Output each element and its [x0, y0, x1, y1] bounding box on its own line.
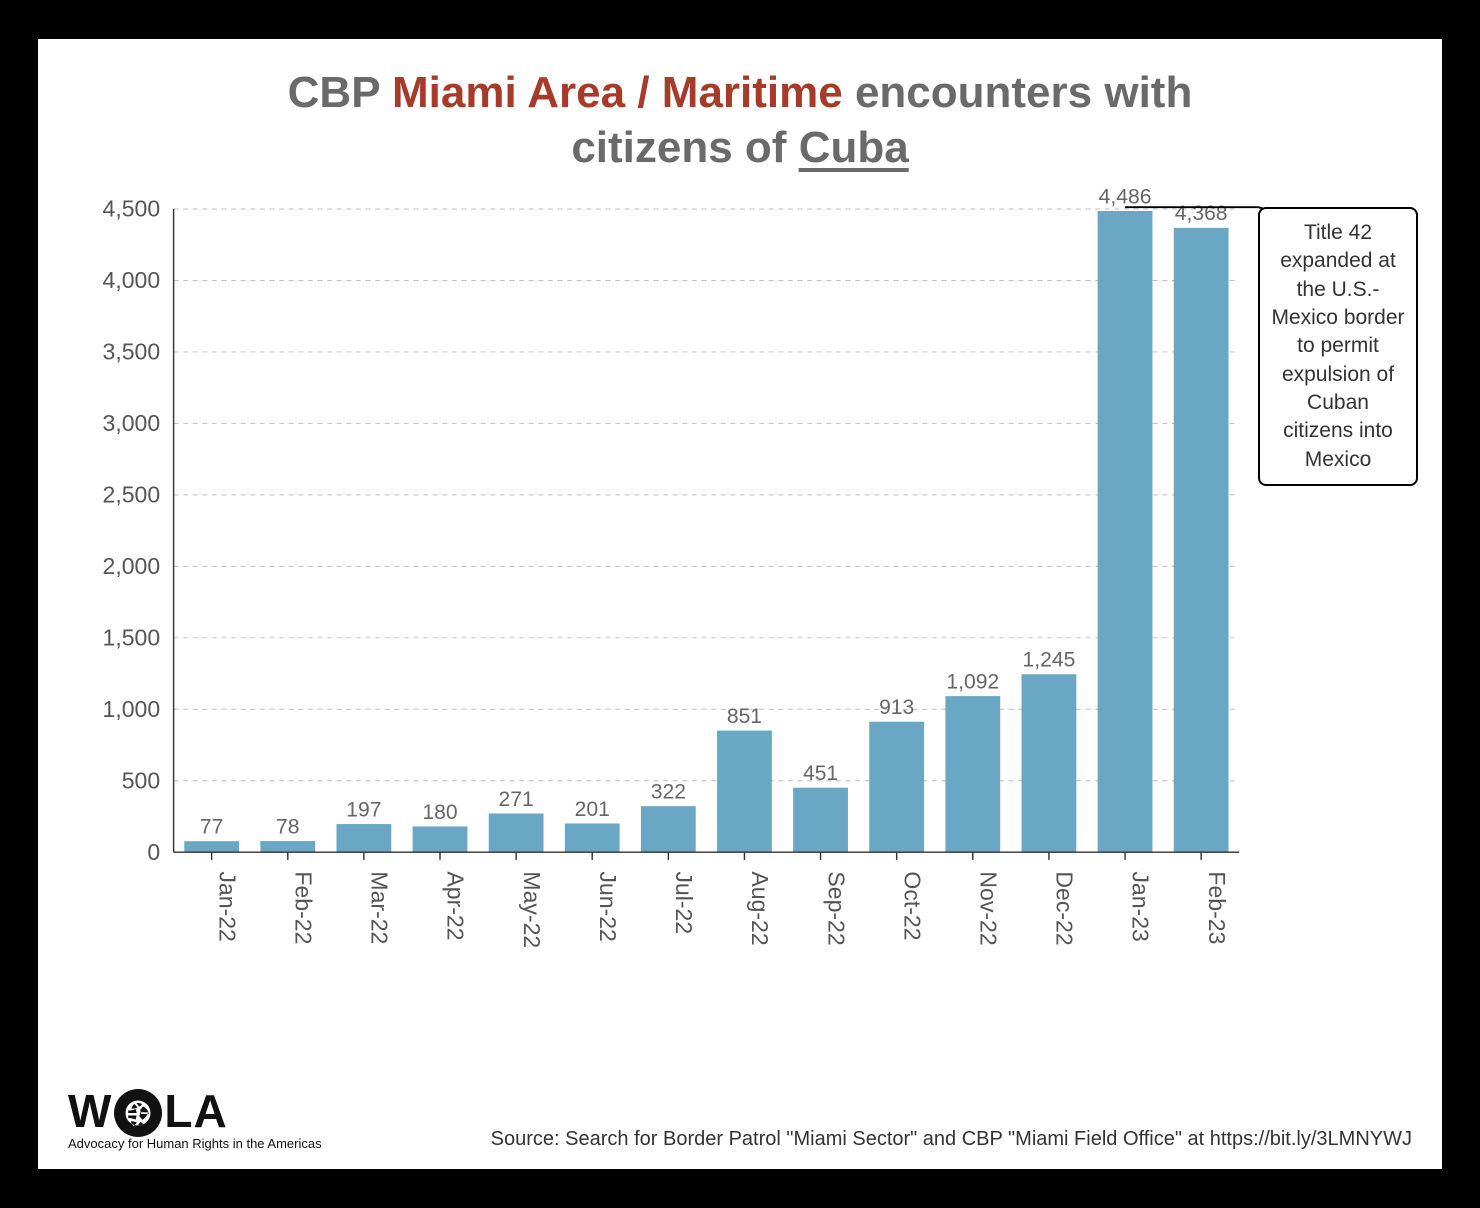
bar-value-label: 851	[727, 705, 762, 728]
bar-value-label: 4,486	[1099, 185, 1152, 208]
x-tick-label: Jan-23	[1128, 871, 1154, 941]
logo-letter-l: L	[164, 1084, 193, 1138]
bar	[336, 824, 391, 852]
bar	[793, 788, 848, 852]
bar	[945, 696, 1000, 852]
logo-wordmark: W L A	[68, 1084, 322, 1138]
x-tick-label: Dec-22	[1052, 871, 1078, 945]
svg-text:0: 0	[147, 839, 160, 865]
x-tick-label: Sep-22	[823, 871, 849, 945]
logo-tagline: Advocacy for Human Rights in the America…	[68, 1136, 322, 1151]
bar	[1098, 211, 1153, 852]
x-tick-label: May-22	[519, 871, 545, 948]
svg-text:3,000: 3,000	[103, 410, 161, 436]
svg-text:2,500: 2,500	[103, 482, 161, 508]
bar	[869, 722, 924, 852]
bar	[184, 841, 239, 852]
bar	[260, 841, 315, 852]
chart-title: CBP Miami Area / Maritime encounters wit…	[68, 65, 1412, 175]
bar-value-label: 913	[879, 696, 914, 719]
x-tick-label: Jul-22	[671, 871, 697, 934]
wola-logo: W L A Advocacy for Human Rights in the A…	[68, 1084, 322, 1151]
source-text: Source: Search for Border Patrol "Miami …	[491, 1128, 1412, 1151]
x-tick-label: Feb-23	[1204, 871, 1230, 944]
x-tick-label: Jan-22	[214, 871, 240, 941]
bar-value-label: 78	[276, 815, 299, 838]
bar	[489, 813, 544, 852]
logo-letter-w: W	[68, 1084, 112, 1138]
bar	[717, 731, 772, 853]
bar-value-label: 1,092	[946, 670, 999, 693]
title-emphasis: Miami Area / Maritime	[392, 68, 843, 117]
bar-value-label: 180	[422, 801, 457, 824]
annotation-callout: Title 42 expanded at the U.S.-Mexico bor…	[1258, 207, 1418, 486]
bar	[413, 826, 468, 852]
x-tick-label: Feb-22	[290, 871, 316, 944]
bar-value-label: 1,245	[1023, 649, 1076, 672]
svg-text:500: 500	[122, 767, 160, 793]
x-tick-label: Aug-22	[747, 871, 773, 945]
outer-frame: CBP Miami Area / Maritime encounters wit…	[20, 21, 1460, 1187]
bar-value-label: 77	[200, 816, 223, 839]
bar-value-label: 322	[651, 780, 686, 803]
callout-text: Title 42 expanded at the U.S.-Mexico bor…	[1271, 221, 1404, 471]
logo-globe-icon	[114, 1089, 162, 1137]
bar-chart: 0 500 1,000 1,500 2,000 2,500 3,000 3,500 4,000 4…	[68, 183, 1412, 1003]
x-tick-label: Apr-22	[443, 871, 469, 940]
bar	[641, 806, 696, 852]
bar	[1174, 228, 1229, 852]
svg-text:4,000: 4,000	[103, 267, 161, 293]
svg-text:2,000: 2,000	[103, 553, 161, 579]
svg-text:3,500: 3,500	[103, 339, 161, 365]
title-line2-pre: citizens of	[571, 123, 798, 172]
bar-value-label: 271	[498, 788, 533, 811]
bar	[1022, 674, 1077, 852]
x-tick-label: Mar-22	[367, 871, 393, 944]
svg-text:1,500: 1,500	[103, 624, 161, 650]
bar-value-label: 451	[803, 762, 838, 785]
svg-text:1,000: 1,000	[103, 696, 161, 722]
chart-area: 0 500 1,000 1,500 2,000 2,500 3,000 3,500 4,000 4…	[68, 183, 1412, 1003]
x-tick-label: Jun-22	[595, 871, 621, 941]
svg-text:4,500: 4,500	[103, 196, 161, 222]
bar-value-label: 4,368	[1175, 202, 1228, 225]
bar	[565, 823, 620, 852]
title-part2: encounters with	[843, 68, 1193, 117]
x-tick-label: Oct-22	[899, 871, 925, 940]
title-underline: Cuba	[799, 123, 909, 172]
footer: W L A Advocacy for Human Rights in the A…	[68, 1084, 1412, 1151]
chart-panel: CBP Miami Area / Maritime encounters wit…	[38, 39, 1442, 1169]
x-tick-label: Nov-22	[975, 871, 1001, 945]
bar-value-label: 201	[575, 798, 610, 821]
title-part1: CBP	[288, 68, 392, 117]
logo-letter-a: A	[194, 1084, 228, 1138]
bar-value-label: 197	[346, 798, 381, 821]
